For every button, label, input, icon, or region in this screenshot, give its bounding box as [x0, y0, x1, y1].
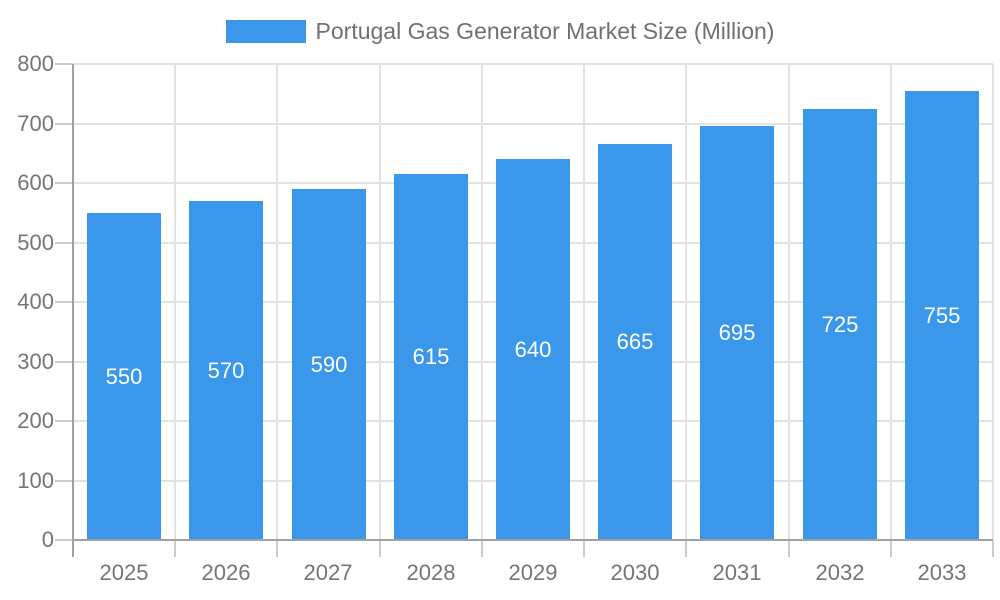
x-tick-label: 2025	[99, 560, 149, 585]
x-axis-tick	[992, 541, 994, 557]
bar: 640	[496, 159, 570, 540]
y-axis-tick	[55, 182, 73, 184]
y-axis-tick	[55, 539, 73, 541]
legend-label: Portugal Gas Generator Market Size (Mill…	[315, 17, 775, 44]
y-axis-tick	[55, 242, 73, 244]
y-tick-label: 800	[17, 51, 54, 76]
y-axis-tick	[55, 123, 73, 125]
y-tick-label: 200	[17, 408, 54, 433]
gridline-vertical	[481, 64, 483, 540]
legend: Portugal Gas Generator Market Size (Mill…	[0, 17, 1000, 45]
x-tick-label: 2027	[303, 560, 353, 585]
x-tick-label: 2033	[917, 560, 967, 585]
y-axis-tick	[55, 480, 73, 482]
y-tick-label: 600	[17, 170, 54, 195]
y-tick-label: 500	[17, 230, 54, 255]
gridline-horizontal	[73, 63, 993, 65]
bar-value-label: 755	[923, 303, 961, 328]
gridline-horizontal	[73, 123, 993, 125]
x-tick-label: 2028	[406, 560, 456, 585]
x-axis-tick	[685, 541, 687, 557]
gridline-vertical	[583, 64, 585, 540]
x-axis-tick	[583, 541, 585, 557]
gridline-vertical	[276, 64, 278, 540]
y-axis-tick	[55, 63, 73, 65]
bar: 725	[803, 109, 877, 540]
x-axis-tick	[481, 541, 483, 557]
bar-value-label: 665	[616, 329, 654, 354]
x-tick-label: 2026	[201, 560, 251, 585]
gridline-vertical	[685, 64, 687, 540]
bar-value-label: 590	[310, 352, 348, 377]
y-axis-tick	[55, 420, 73, 422]
bar: 665	[598, 144, 672, 540]
x-axis-tick	[174, 541, 176, 557]
x-tick-label: 2029	[508, 560, 558, 585]
bar: 590	[292, 189, 366, 540]
bar-value-label: 725	[821, 312, 859, 337]
y-axis-line	[72, 64, 74, 557]
bar-value-label: 570	[207, 358, 245, 383]
x-axis-line	[72, 539, 993, 541]
y-tick-label: 300	[17, 349, 54, 374]
bar-value-label: 695	[718, 320, 756, 345]
bar: 550	[87, 213, 161, 540]
bar-value-label: 550	[105, 364, 143, 389]
y-axis-tick	[55, 301, 73, 303]
bar: 695	[700, 126, 774, 540]
bar-value-label: 640	[514, 337, 552, 362]
legend-swatch	[225, 19, 306, 43]
x-tick-label: 2031	[712, 560, 762, 585]
x-axis-tick	[379, 541, 381, 557]
x-tick-label: 2030	[610, 560, 660, 585]
x-tick-label: 2032	[815, 560, 865, 585]
x-axis-tick	[890, 541, 892, 557]
gridline-vertical	[379, 64, 381, 540]
x-axis-tick	[788, 541, 790, 557]
bar: 570	[189, 201, 263, 540]
gridline-vertical	[788, 64, 790, 540]
y-tick-label: 0	[41, 527, 54, 552]
y-tick-label: 400	[17, 289, 54, 314]
gridline-vertical	[890, 64, 892, 540]
gridline-vertical	[174, 64, 176, 540]
bar: 615	[394, 174, 468, 540]
y-tick-label: 700	[17, 111, 54, 136]
bar-value-label: 615	[412, 344, 450, 369]
bar: 755	[905, 91, 979, 540]
x-axis-tick	[276, 541, 278, 557]
y-tick-label: 100	[17, 468, 54, 493]
y-axis-tick	[55, 361, 73, 363]
gridline-vertical	[992, 64, 994, 540]
